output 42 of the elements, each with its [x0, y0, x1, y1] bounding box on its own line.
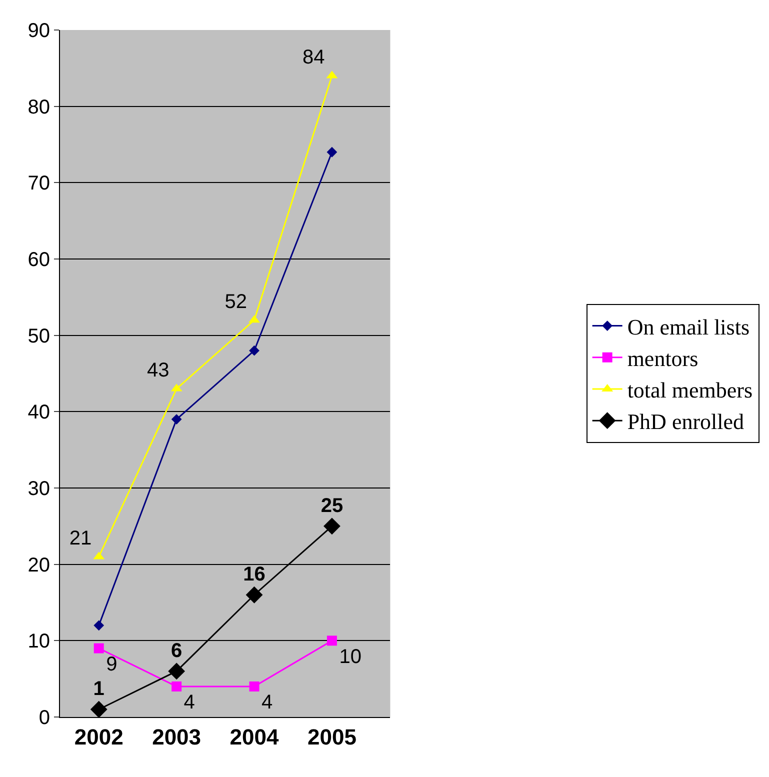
data-label: 4 — [184, 692, 195, 714]
x-tick-label: 2003 — [152, 724, 202, 750]
y-tick-label: 30 — [28, 478, 50, 500]
y-tick-label: 80 — [28, 96, 50, 118]
point — [171, 414, 182, 424]
data-label: 84 — [302, 46, 325, 69]
x-tick-label: 2004 — [230, 724, 280, 750]
y-tick-label: 10 — [28, 630, 50, 653]
legend-label: mentors — [627, 346, 698, 371]
data-label: 6 — [170, 640, 182, 662]
data-label: 21 — [69, 527, 92, 550]
legend-label: On email lists — [627, 314, 750, 340]
x-tick-label: 2005 — [307, 724, 356, 750]
y-tick-label: 40 — [28, 402, 50, 424]
point — [249, 681, 260, 692]
data-label: 9 — [106, 654, 118, 676]
point — [94, 643, 104, 654]
data-label: 16 — [243, 564, 266, 586]
point — [249, 345, 260, 356]
data-label: 43 — [147, 360, 170, 382]
point — [326, 146, 338, 158]
point — [326, 636, 337, 646]
data-label: 10 — [339, 646, 362, 668]
point — [168, 662, 186, 680]
y-tick-label: 90 — [28, 20, 50, 42]
x-tick-label: 2002 — [74, 724, 124, 750]
point — [324, 518, 340, 535]
y-tick-label: 60 — [28, 249, 50, 271]
y-tick-label: 70 — [28, 172, 50, 195]
y-tick-label: 0 — [38, 707, 50, 729]
data-label: 1 — [93, 678, 104, 700]
point — [246, 586, 263, 604]
point — [90, 700, 108, 718]
data-label: 25 — [320, 495, 344, 518]
legend-label: PhD enrolled — [627, 409, 744, 434]
legend-label: total members — [627, 378, 753, 403]
data-label: 52 — [224, 290, 248, 313]
y-tick-label: 20 — [28, 554, 50, 576]
point — [172, 681, 182, 692]
y-tick-label: 50 — [28, 325, 50, 348]
point — [94, 620, 104, 631]
data-label: 4 — [262, 692, 273, 714]
